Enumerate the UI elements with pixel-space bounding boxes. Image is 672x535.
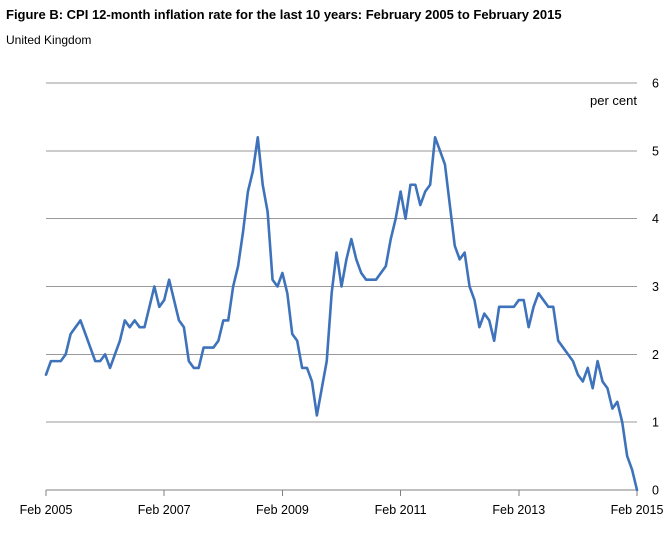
x-tick-label-feb-2013: Feb 2013 bbox=[492, 503, 545, 517]
unit-label: per cent bbox=[590, 93, 637, 108]
x-tick-label-feb-2015: Feb 2015 bbox=[611, 503, 664, 517]
x-tick-label-feb-2011: Feb 2011 bbox=[375, 503, 427, 517]
y-tick-label-0: 0 bbox=[652, 484, 659, 498]
y-tick-label-6: 6 bbox=[652, 77, 659, 91]
x-tick-label-feb-2007: Feb 2007 bbox=[138, 503, 191, 517]
y-tick-label-1: 1 bbox=[652, 416, 659, 430]
cpi-series-line bbox=[44, 135, 639, 492]
y-tick-label-5: 5 bbox=[652, 144, 659, 158]
gridlines-layer bbox=[46, 82, 637, 423]
figure-subtitle: United Kingdom bbox=[6, 33, 92, 47]
axis-layer bbox=[45, 489, 638, 496]
axis-labels-layer: 6 5 4 3 2 1 0 Feb 2005 Feb 2007 Feb 2009 Feb 2011 F… bbox=[20, 77, 664, 518]
series-layer bbox=[44, 135, 639, 492]
x-tick-label-feb-2005: Feb 2005 bbox=[20, 503, 73, 517]
y-tick-label-3: 3 bbox=[652, 280, 659, 294]
y-tick-label-2: 2 bbox=[652, 348, 659, 362]
y-tick-label-4: 4 bbox=[652, 212, 659, 226]
figure-title: Figure B: CPI 12-month inflation rate fo… bbox=[6, 7, 562, 22]
x-tick-label-feb-2009: Feb 2009 bbox=[256, 503, 309, 517]
